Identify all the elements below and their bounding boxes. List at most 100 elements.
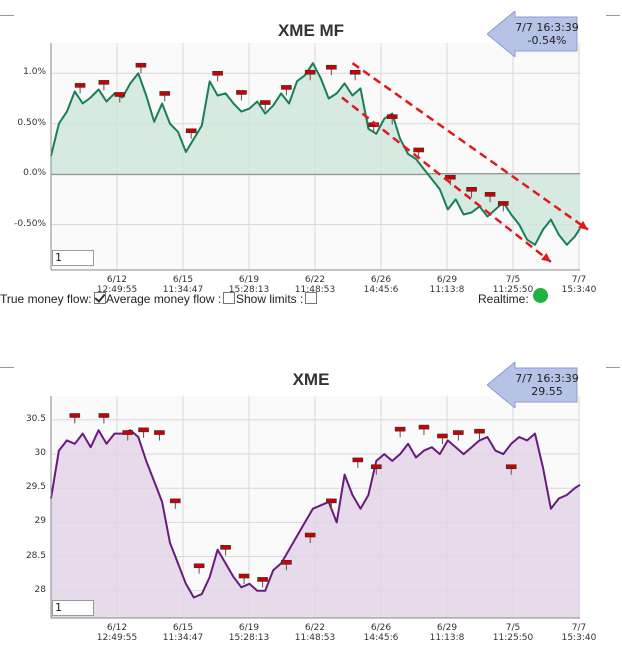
event-marker — [220, 545, 231, 550]
event-marker — [154, 430, 165, 435]
show-limits-label: Show limits : — [236, 292, 304, 306]
chart-controls: True money flow: Average money flow : Sh… — [0, 292, 622, 308]
price-period-input[interactable]: 1 — [52, 600, 94, 616]
event-marker — [497, 201, 509, 206]
event-marker — [466, 186, 477, 192]
x-tick-time: 15:28:13 — [228, 285, 270, 295]
x-tick-date: 6/22 — [304, 275, 326, 285]
event-marker — [349, 69, 361, 75]
average-money-flow-checkbox[interactable] — [223, 292, 236, 304]
event-marker — [69, 413, 81, 418]
event-marker — [394, 426, 406, 432]
y-tick-label: 1.0% — [23, 67, 46, 78]
x-tick-label: 7/5 11:25:50 — [478, 623, 548, 643]
price-chart-panel: XME 7/7 16:3:39 29.55 1 30.5 30 29.5 29 28.5… — [0, 352, 622, 661]
x-tick-time: 11:25:50 — [492, 633, 534, 643]
x-tick-label: 6/12 12:49:55 — [82, 623, 152, 643]
series-line — [50, 429, 581, 599]
x-tick-date: 6/12 — [106, 623, 128, 633]
trend-arrow-head — [541, 252, 551, 262]
series-line — [50, 62, 581, 246]
x-tick-time: 11:13:8 — [429, 633, 465, 643]
x-tick-label: 6/29 11:13:8 — [412, 275, 482, 295]
x-tick-time: 11:34:47 — [162, 633, 204, 643]
y-tick-label: 0.50% — [17, 117, 46, 128]
mf-tooltip: 7/7 16:3:39 -0.54% — [487, 11, 579, 57]
series-area — [51, 63, 580, 245]
x-tick-label: 6/22 11:48:53 — [280, 275, 350, 295]
x-tick-time: 11:25:50 — [492, 285, 534, 295]
event-marker — [505, 464, 517, 470]
event-marker — [74, 83, 86, 88]
x-tick-date: 6/26 — [370, 275, 392, 285]
x-tick-time: 14:45:6 — [363, 285, 399, 295]
event-marker — [413, 147, 424, 153]
event-marker — [238, 573, 250, 579]
event-marker — [304, 69, 316, 75]
event-marker — [371, 464, 382, 470]
event-marker — [445, 174, 456, 180]
x-tick-date: 6/15 — [172, 275, 194, 285]
x-tick-date: 7/7 — [571, 623, 587, 633]
event-marker — [193, 563, 205, 569]
tooltip-value: 29.55 — [531, 385, 563, 398]
tooltip-date: 7/7 16:3:39 — [515, 21, 579, 34]
event-marker — [386, 114, 398, 119]
x-tick-label: 6/22 11:48:53 — [280, 623, 350, 643]
y-tick-label: 28.5 — [25, 550, 46, 561]
x-tick-label: 6/19 15:28:13 — [214, 623, 284, 643]
tooltip-value: -0.54% — [527, 34, 567, 47]
trend-line — [351, 62, 589, 231]
trend-arrow-head — [578, 220, 588, 230]
event-marker — [437, 433, 448, 439]
y-tick-label: 29 — [34, 516, 46, 527]
y-tick-label: 30.5 — [25, 413, 46, 424]
x-tick-time: 15:3:40 — [561, 633, 597, 643]
x-tick-time: 12:49:55 — [96, 633, 138, 643]
true-money-flow-control: True money flow: — [0, 292, 108, 306]
y-tick-label: 28 — [34, 584, 46, 595]
event-marker — [257, 577, 268, 582]
event-marker — [304, 532, 316, 538]
x-tick-label: 7/7 15:3:40 — [544, 623, 614, 643]
chart-title: XME — [292, 370, 330, 389]
event-marker — [326, 498, 337, 504]
show-limits-checkbox[interactable] — [305, 292, 318, 304]
average-money-flow-control: Average money flow : — [106, 292, 237, 306]
x-tick-date: 6/22 — [304, 623, 326, 633]
x-tick-date: 6/29 — [436, 623, 458, 633]
event-marker — [138, 427, 149, 433]
x-tick-label: 6/26 14:45:6 — [346, 275, 416, 295]
x-tick-time: 15:3:40 — [561, 285, 597, 295]
mf-plot[interactable] — [0, 0, 622, 312]
event-marker — [159, 91, 171, 96]
panel-corner-left — [0, 15, 14, 16]
event-marker — [281, 85, 292, 90]
chart-title: XME MF — [277, 21, 345, 40]
event-marker — [474, 428, 485, 434]
mf-period-input[interactable]: 1 — [52, 250, 94, 266]
tooltip-arrow-icon — [487, 11, 578, 57]
x-tick-time: 11:48:53 — [294, 633, 336, 643]
true-money-flow-label: True money flow: — [0, 292, 92, 306]
x-tick-date: 7/7 — [571, 275, 587, 285]
series-area — [51, 430, 580, 618]
true-money-flow-checkbox[interactable] — [93, 292, 106, 304]
realtime-label: Realtime: — [478, 292, 529, 306]
price-plot[interactable] — [0, 352, 622, 661]
x-tick-label: 7/5 11:25:50 — [478, 275, 548, 295]
show-limits-control: Show limits : — [236, 292, 319, 306]
event-marker — [98, 413, 110, 418]
event-marker — [185, 128, 197, 134]
x-tick-label: 7/7 15:3:40 — [544, 275, 614, 295]
event-marker — [212, 70, 223, 76]
panel-corner-left — [0, 367, 14, 368]
x-tick-date: 6/15 — [172, 623, 194, 633]
event-marker — [484, 192, 496, 197]
x-tick-time: 11:13:8 — [429, 285, 465, 295]
event-marker — [281, 560, 292, 565]
event-marker — [122, 430, 134, 435]
y-tick-label: 30 — [34, 448, 46, 459]
panel-corner-right — [606, 367, 620, 368]
event-marker — [236, 90, 247, 95]
